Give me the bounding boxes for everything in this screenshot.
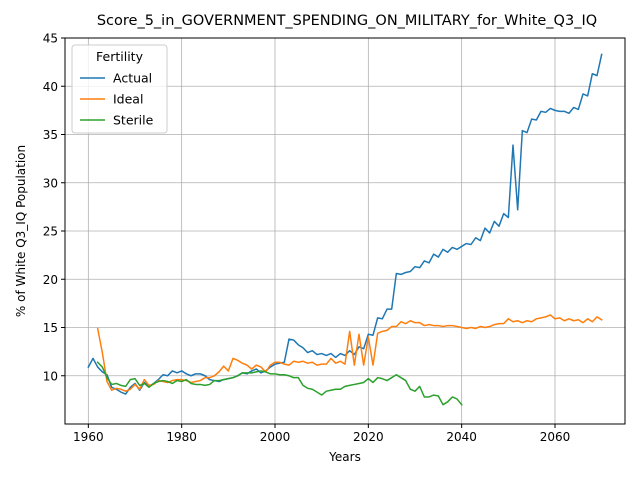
legend-box [71, 44, 168, 134]
y-tick-label: 15 [43, 321, 58, 335]
legend: Fertility Actual Ideal Sterile [71, 44, 168, 134]
legend-label-sterile: Sterile [113, 113, 154, 128]
y-axis-label: % of White Q3_IQ Population [14, 145, 28, 317]
legend-entries: Actual Ideal Sterile [80, 71, 154, 128]
x-tick-label: 2060 [540, 430, 571, 444]
x-tick-label: 2020 [353, 430, 384, 444]
y-tick-label: 40 [43, 80, 58, 94]
legend-title: Fertility [96, 49, 144, 64]
series-lines [87, 53, 603, 406]
legend-label-actual: Actual [113, 71, 152, 86]
chart-title: Score_5_in_GOVERNMENT_SPENDING_ON_MILITA… [97, 13, 597, 29]
y-tick-label: 10 [43, 369, 58, 383]
y-tick-label: 25 [43, 225, 58, 239]
y-tick-label: 30 [43, 176, 58, 190]
x-tick-label: 2000 [260, 430, 291, 444]
y-tick-label: 35 [43, 128, 58, 142]
y-tick-label: 45 [43, 32, 58, 46]
legend-label-ideal: Ideal [113, 92, 143, 107]
series-line-ideal [96, 314, 603, 392]
x-tick-label: 2040 [446, 430, 477, 444]
series-line-sterile [96, 361, 463, 406]
axis-ticks: 1960 1980 2000 2020 2040 2060 10 15 20 25 30 35 40 45 [43, 32, 571, 445]
series-line-actual [87, 53, 603, 395]
x-tick-label: 1980 [166, 430, 197, 444]
y-tick-label: 20 [43, 273, 58, 287]
x-axis-label: Years [328, 450, 361, 464]
x-tick-label: 1960 [73, 430, 104, 444]
